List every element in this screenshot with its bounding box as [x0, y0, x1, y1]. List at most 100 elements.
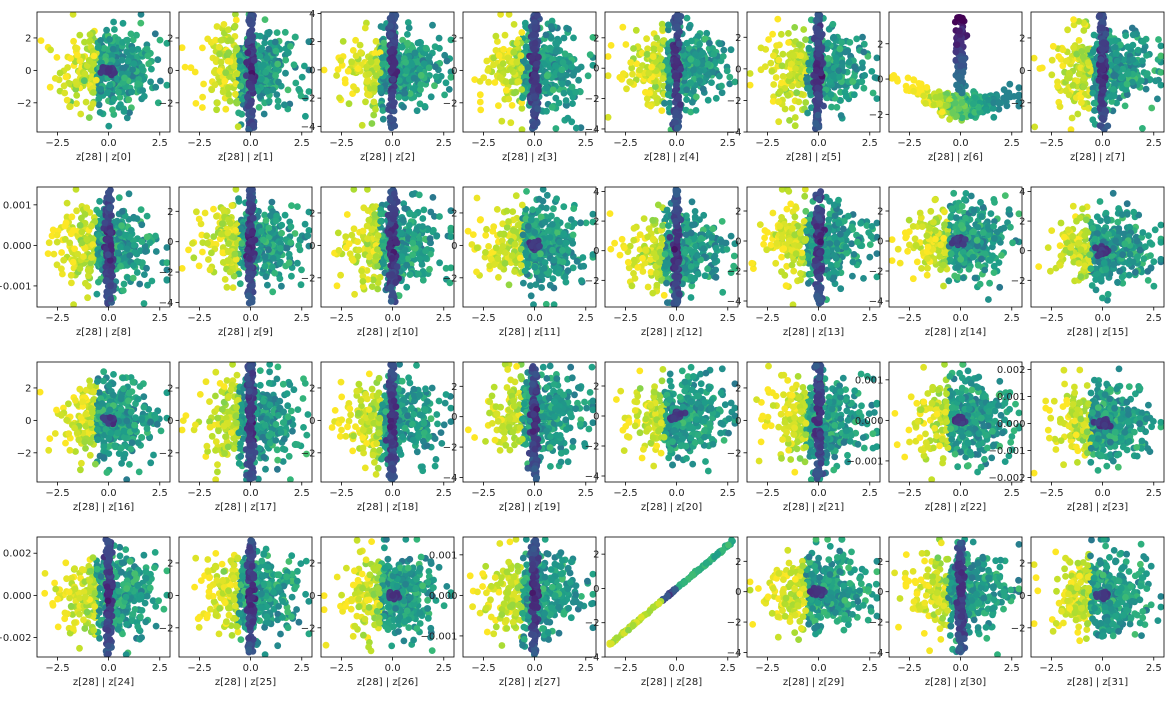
- x-tick-label: 0.0: [385, 138, 401, 149]
- scatter-point: [1089, 89, 1097, 97]
- scatter-point: [675, 93, 682, 101]
- scatter-point: [222, 105, 230, 113]
- scatter-point: [249, 122, 257, 129]
- scatter-point: [990, 113, 998, 121]
- scatter-point: [673, 23, 681, 31]
- scatter-point: [1099, 46, 1107, 54]
- scatter-point: [66, 103, 73, 111]
- scatter-points: [179, 187, 312, 307]
- scatter-point: [555, 99, 563, 107]
- x-axis-label: z[28] | z[6]: [928, 152, 983, 163]
- scatter-point: [644, 45, 651, 53]
- scatter-point: [37, 37, 45, 44]
- scatter-point: [1054, 82, 1061, 90]
- scatter-point: [110, 95, 118, 103]
- scatter-point: [435, 34, 443, 42]
- scatter-point: [1157, 42, 1164, 50]
- scatter-point: [117, 243, 124, 251]
- scatter-point: [372, 72, 380, 80]
- scatter-point: [957, 74, 965, 81]
- scatter-point: [116, 94, 124, 101]
- y-tick-label: 2: [167, 33, 173, 44]
- scatter-point: [861, 72, 869, 79]
- scatter-point: [890, 72, 898, 79]
- scatter-point: [471, 76, 479, 83]
- scatter-point: [1100, 39, 1107, 47]
- scatter-point: [237, 82, 245, 90]
- scatter-points: [179, 12, 312, 132]
- scatter-point: [232, 187, 240, 193]
- scatter-point: [195, 262, 203, 270]
- scatter-point: [791, 114, 799, 121]
- scatter-point: [672, 47, 679, 54]
- scatter-point: [225, 49, 233, 57]
- scatter-point: [269, 86, 277, 94]
- scatter-point: [793, 89, 801, 96]
- scatter-point: [1089, 84, 1097, 92]
- scatter-point: [89, 241, 97, 249]
- scatter-point: [665, 26, 672, 34]
- x-tick-label: 0.0: [101, 138, 117, 149]
- scatter-point: [387, 22, 394, 30]
- scatter-point: [103, 89, 111, 97]
- scatter-point: [1112, 50, 1120, 58]
- scatter-point: [957, 62, 965, 70]
- scatter-point: [134, 80, 142, 88]
- scatter-point: [1119, 73, 1126, 81]
- scatter-point: [616, 74, 624, 81]
- scatter-point: [47, 46, 54, 54]
- x-tick-label: 0.0: [953, 138, 969, 149]
- scatter-point: [248, 26, 256, 34]
- scatter-point: [53, 238, 61, 246]
- scatter-point: [298, 73, 306, 81]
- scatter-point: [662, 58, 670, 66]
- scatter-point: [1078, 48, 1085, 55]
- scatter-point: [658, 62, 666, 70]
- scatter-point: [531, 120, 538, 128]
- scatter-point: [262, 69, 269, 76]
- scatter-point: [214, 99, 221, 107]
- scatter-point: [213, 106, 221, 114]
- axes-frame: [888, 11, 1023, 133]
- scatter-point: [824, 39, 832, 47]
- scatter-point: [389, 75, 397, 83]
- scatter-point: [930, 101, 938, 109]
- scatter-point: [718, 82, 725, 90]
- scatter-point: [1056, 103, 1064, 110]
- scatter-point: [811, 72, 819, 80]
- scatter-point: [936, 100, 944, 108]
- scatter-point: [263, 87, 271, 95]
- scatter-point: [530, 45, 537, 53]
- scatter-point: [814, 25, 822, 33]
- scatter-point: [779, 50, 787, 58]
- x-tick-label: 2.5: [436, 138, 452, 149]
- y-tick-label: 4: [309, 9, 315, 20]
- scatter-point: [706, 39, 713, 47]
- scatter-point: [441, 91, 448, 99]
- scatter-point: [562, 97, 570, 104]
- scatter-point: [869, 89, 877, 97]
- scatter-point: [350, 83, 357, 91]
- scatter-points: [605, 12, 738, 132]
- scatter-point: [70, 227, 77, 234]
- x-tick-label: 2.5: [1146, 138, 1162, 149]
- scatter-point: [81, 70, 89, 78]
- scatter-point: [232, 12, 239, 18]
- scatter-point: [146, 239, 154, 247]
- scatter-point: [130, 214, 138, 222]
- y-tick-label: 0: [451, 66, 457, 77]
- scatter-point: [535, 53, 542, 61]
- scatter-point: [291, 33, 299, 41]
- scatter-point: [770, 52, 777, 59]
- scatter-point: [265, 97, 273, 105]
- scatter-point: [942, 102, 950, 110]
- scatter-point: [982, 106, 990, 114]
- scatter-point: [1090, 31, 1098, 39]
- scatter-point: [675, 40, 683, 48]
- scatter-point: [1099, 19, 1107, 26]
- scatter-point: [1080, 83, 1087, 91]
- scatter-point: [959, 14, 966, 22]
- scatter-point: [1123, 91, 1131, 98]
- scatter-point: [80, 253, 87, 260]
